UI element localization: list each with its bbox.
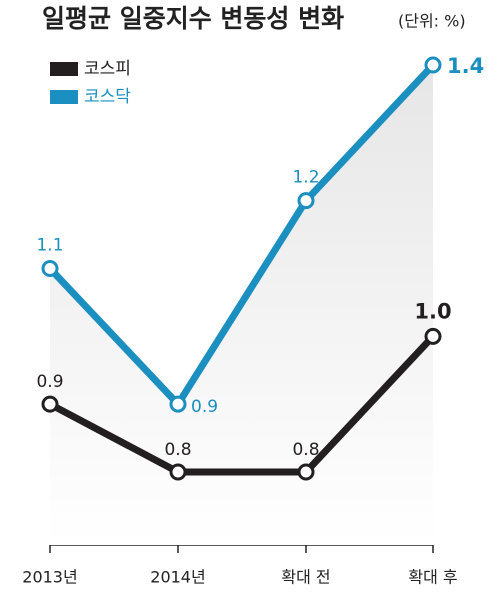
point-marker — [41, 260, 59, 277]
legend-swatch — [50, 62, 78, 76]
x-tick-label: 확대 후 — [408, 568, 457, 587]
chart-title: 일평균 일중지수 변동성 변화 — [42, 4, 344, 33]
legend-label: 코스닥 — [84, 87, 131, 107]
x-tick-label: 확대 전 — [281, 568, 330, 587]
point-marker — [297, 192, 315, 210]
x-tick-label: 2013년 — [22, 568, 77, 587]
point-marker — [169, 463, 187, 481]
value-label: 0.9 — [191, 397, 218, 417]
point-marker — [424, 56, 442, 74]
chart-subtitle: (단위: %) — [398, 12, 466, 31]
legend-label: 코스피 — [84, 59, 131, 79]
value-label: 1.2 — [292, 168, 319, 188]
value-label: 0.9 — [36, 372, 63, 392]
legend-swatch — [50, 90, 78, 104]
point-marker — [424, 327, 442, 345]
x-tick-label: 2014년 — [150, 568, 205, 587]
value-label: 1.4 — [447, 54, 484, 78]
point-marker — [169, 395, 187, 413]
series-line — [48, 333, 436, 476]
point-marker — [297, 463, 315, 481]
point-marker — [41, 395, 59, 413]
value-label: 0.8 — [164, 440, 191, 460]
value-label: 1.0 — [414, 299, 451, 323]
value-label: 1.1 — [36, 236, 63, 256]
value-label: 0.8 — [292, 440, 319, 460]
series-line — [47, 62, 436, 410]
